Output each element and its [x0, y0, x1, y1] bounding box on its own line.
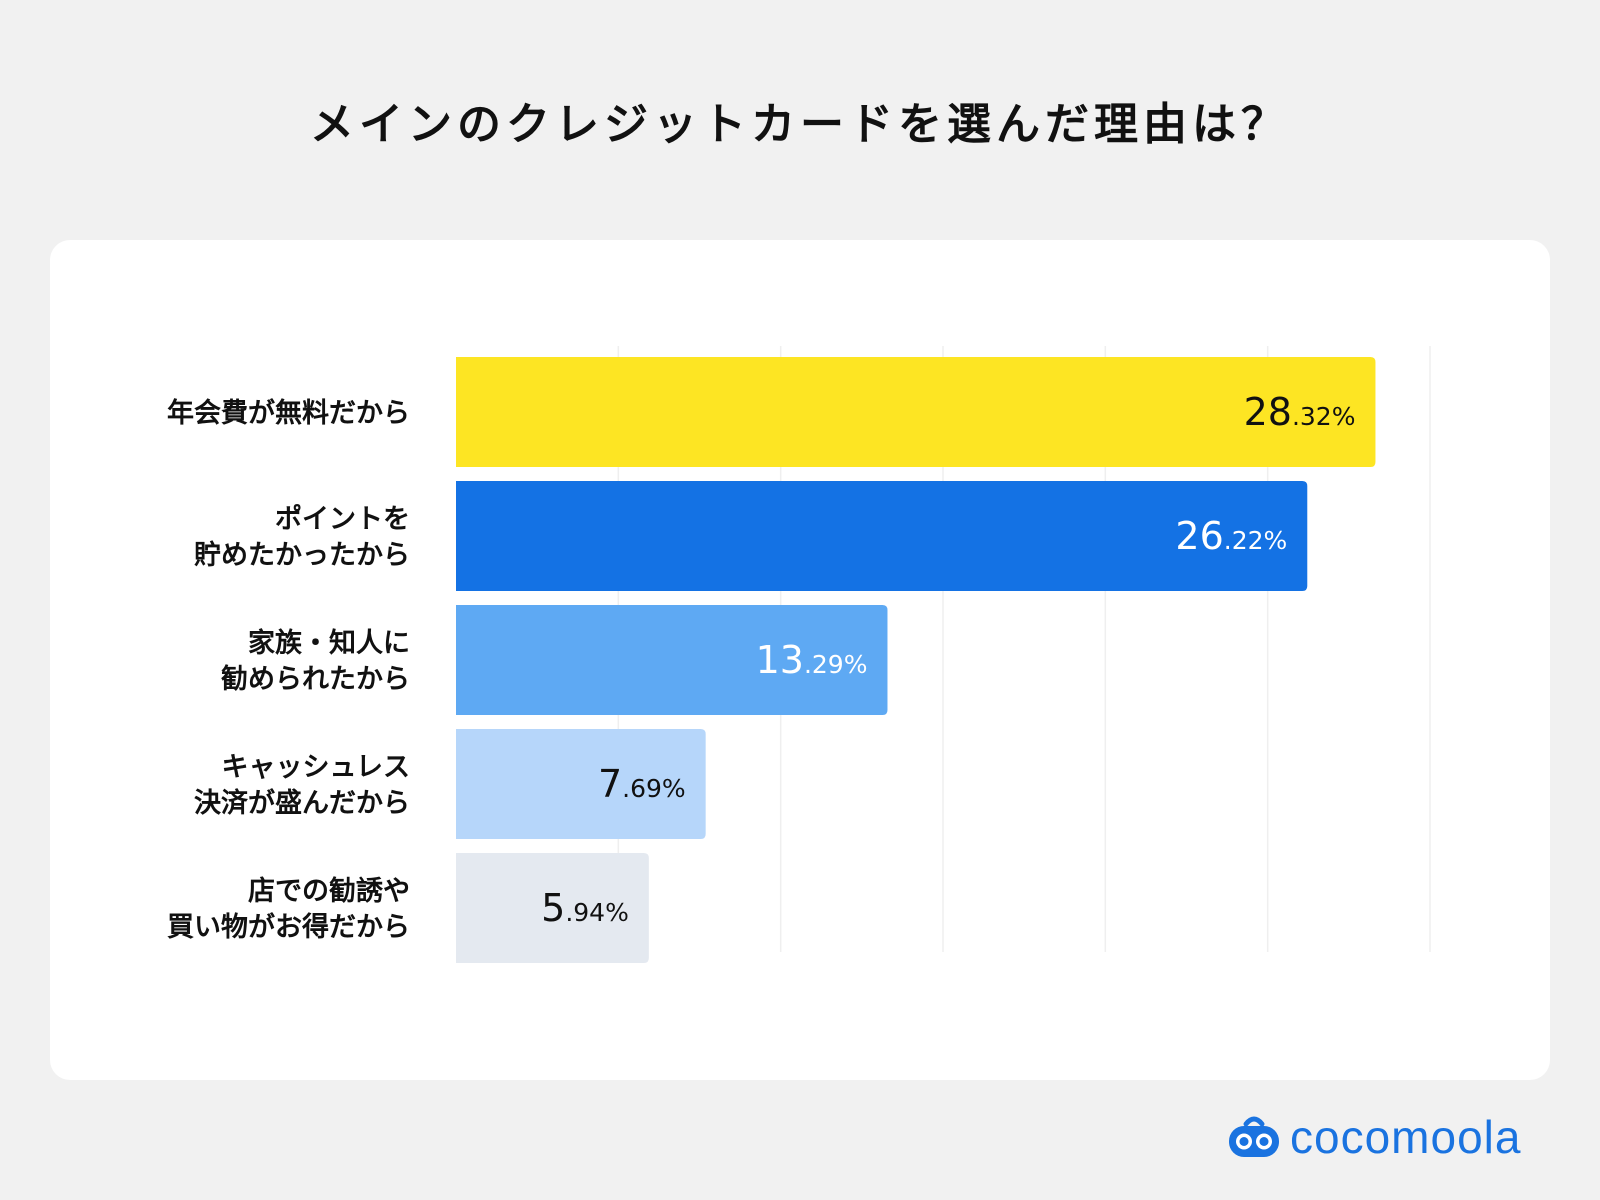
value-label: 28.32%: [1244, 390, 1356, 434]
category-label: 貯めたかったから: [194, 540, 410, 571]
chart-title: メインのクレジットカードを選んだ理由は？: [310, 99, 1290, 150]
bar: [456, 729, 706, 839]
value-label-decimal: .69%: [622, 774, 686, 803]
chart-card: 28.32% 年会費が無料だから 26.22% ポイントを貯めたかったから 13.29%…: [50, 240, 1550, 1080]
value-label: 26.22%: [1175, 514, 1287, 558]
bar: [456, 853, 649, 963]
bar: [456, 357, 1376, 467]
value-label-decimal: .29%: [804, 650, 868, 679]
value-label: 5.94%: [541, 886, 629, 930]
value-label: 13.29%: [756, 638, 868, 682]
category-label: 買い物がお得だから: [167, 911, 410, 943]
value-label-integer: 26: [1175, 514, 1223, 558]
category-label: ポイントを: [275, 504, 410, 535]
value-label-integer: 5: [541, 886, 565, 930]
brand-name: cocomoola: [1290, 1111, 1522, 1163]
bar: [456, 481, 1308, 591]
category-label: 家族・知人に: [248, 627, 410, 659]
brand-logo: cocomoola: [1226, 1112, 1521, 1162]
robot-face-icon: [1229, 1116, 1279, 1157]
value-label-decimal: .94%: [565, 898, 629, 927]
value-label-integer: 28: [1244, 390, 1292, 434]
category-label: 決済が盛んだから: [194, 787, 410, 819]
category-label: 年会費が無料だから: [167, 397, 410, 429]
value-label-decimal: .22%: [1224, 526, 1288, 555]
category-label: キャッシュレス: [222, 752, 410, 783]
value-label-decimal: .32%: [1292, 402, 1356, 431]
bar: [456, 605, 888, 715]
value-label-integer: 13: [756, 638, 804, 682]
value-label: 7.69%: [598, 762, 686, 806]
category-label: 勧められたから: [221, 663, 410, 695]
value-label-integer: 7: [598, 762, 622, 806]
category-label: 店での勧誘や: [248, 875, 410, 907]
